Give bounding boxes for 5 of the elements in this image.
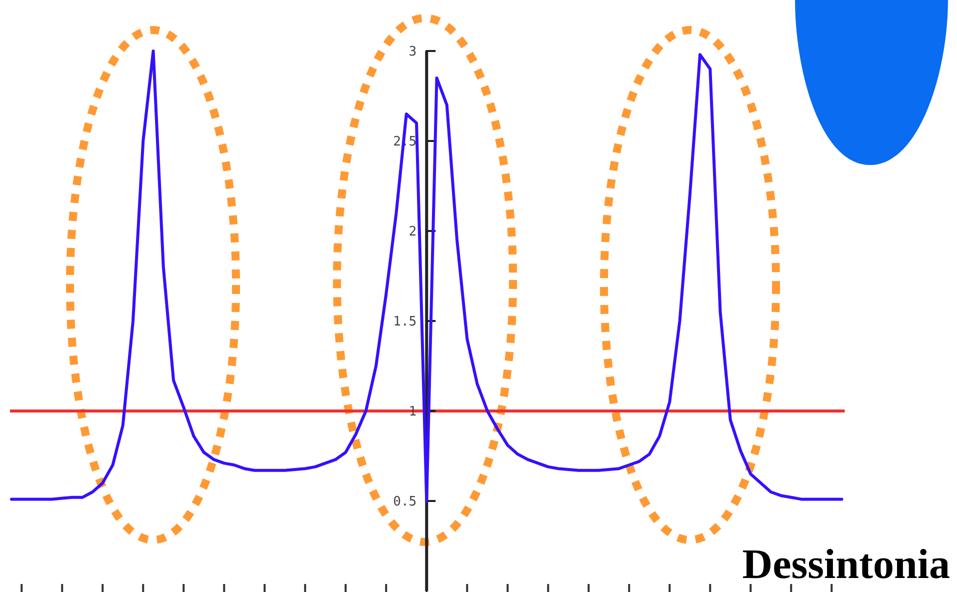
y-tick-label: 1.5	[393, 314, 417, 330]
y-tick-label: 0.5	[393, 494, 417, 510]
annotation: Dessintonia	[742, 542, 950, 588]
y-tick-label: 3	[408, 44, 417, 60]
y-tick-label: 2	[408, 224, 417, 240]
